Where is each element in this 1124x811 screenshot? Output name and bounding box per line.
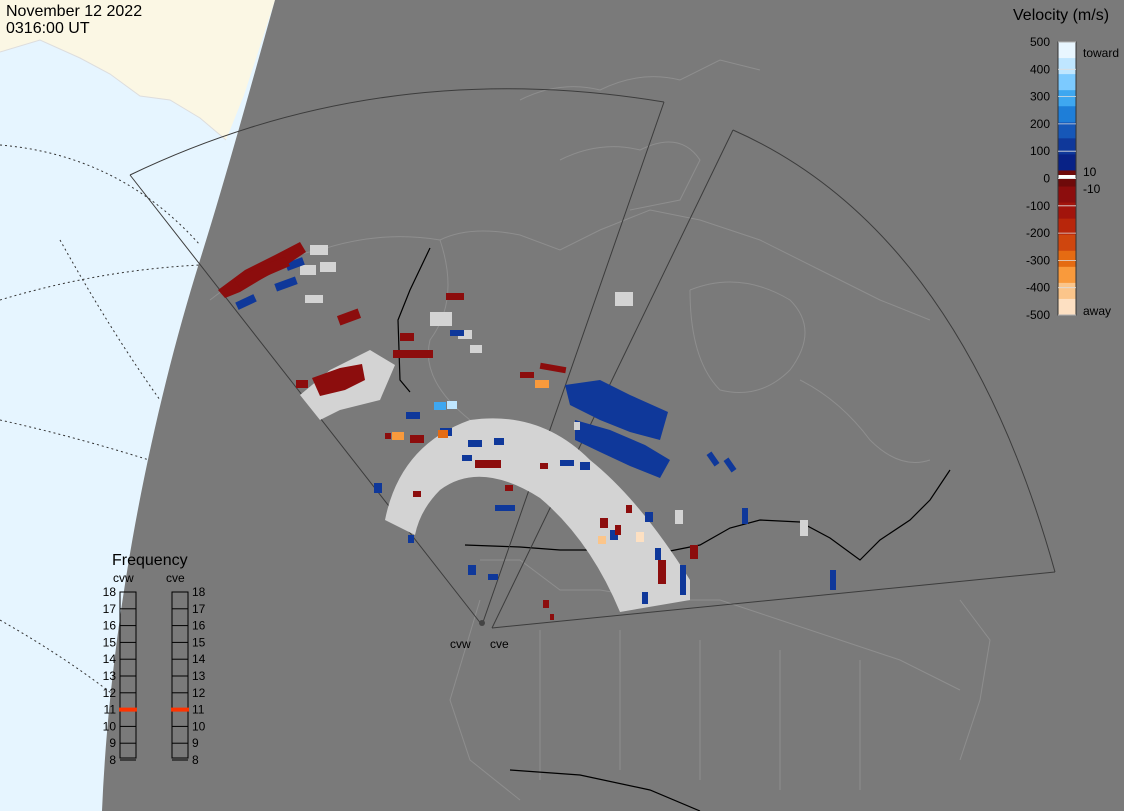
velocity-tick-label: -500	[1026, 308, 1050, 322]
radar-label-east: cve	[490, 637, 509, 651]
frequency-title: Frequency	[112, 552, 188, 569]
velocity-swatch	[1058, 74, 1076, 91]
frequency-radar-west: cvw	[113, 571, 134, 585]
velocity-swatch	[1058, 234, 1076, 252]
country-borders	[397, 247, 951, 811]
daylight-landmass	[0, 0, 275, 140]
radar-label-west: cvw	[450, 637, 471, 651]
frequency-tick-label: 13	[192, 669, 206, 683]
frequency-tick-label: 16	[103, 619, 117, 633]
coastline-siberia	[0, 39, 227, 141]
velocity-swatch	[1058, 218, 1076, 236]
velocity-swatch	[1058, 266, 1076, 284]
frequency-tick-label: 14	[103, 652, 117, 666]
frequency-panel: Frequency cvw cve 18 17 16 15 14 13 12 11 10 9 8 1…	[103, 552, 206, 767]
velocity-tick-label: 300	[1030, 90, 1050, 104]
frequency-gauge-west: 18 17 16 15 14 13 12 11 10 9 8	[103, 585, 137, 767]
label-away: away	[1083, 304, 1111, 318]
frequency-tick-label: 18	[192, 585, 206, 599]
velocity-tick-label: 0	[1043, 172, 1050, 186]
velocity-title: Velocity (m/s)	[1013, 7, 1109, 24]
frequency-tick-label: 12	[103, 686, 117, 700]
frequency-tick-label: 15	[192, 635, 206, 649]
frequency-tick-label: 18	[103, 585, 117, 599]
label-toward: toward	[1083, 46, 1119, 60]
frequency-tick-label: 16	[192, 619, 206, 633]
velocity-tick-label: 100	[1030, 144, 1050, 158]
velocity-tick-label: -100	[1026, 199, 1050, 213]
frequency-tick-label: 17	[103, 602, 117, 616]
graticule-dotted	[0, 144, 201, 701]
date-label: November 12 2022	[6, 3, 142, 20]
frequency-tick-label: 8	[192, 753, 199, 767]
frequency-tick-label: 14	[192, 652, 206, 666]
frequency-tick-label: 15	[103, 635, 117, 649]
frequency-marker	[119, 707, 137, 712]
velocity-swatch	[1058, 42, 1076, 59]
velocity-swatch	[1058, 298, 1076, 316]
velocity-swatch	[1058, 122, 1076, 139]
frequency-radar-east: cve	[166, 571, 185, 585]
frequency-gauge-east: 18 17 16 15 14 13 12 11 10 9 8	[171, 585, 206, 767]
frequency-tick-label: 10	[103, 719, 117, 733]
frequency-tick-label: 9	[109, 736, 116, 750]
velocity-swatch	[1058, 106, 1076, 123]
field-of-view	[129, 88, 1056, 629]
frequency-tick-label: 12	[192, 686, 206, 700]
velocity-swatch	[1058, 58, 1076, 75]
velocity-tick-label: -300	[1026, 253, 1050, 267]
scatter-away	[218, 242, 698, 620]
zero-band	[1058, 175, 1076, 179]
time-label: 0316:00 UT	[6, 20, 90, 37]
scatter-misc	[392, 380, 644, 544]
frequency-tick-label: 8	[109, 753, 116, 767]
frequency-tick-label: 11	[104, 703, 117, 717]
frequency-tick-label: 11	[192, 703, 205, 717]
velocity-color-swatches	[1058, 42, 1076, 316]
frequency-marker	[171, 707, 189, 712]
velocity-swatch	[1058, 250, 1076, 268]
velocity-ticks: 500 400 300 200 100 0 -100 -200 -300 -400 -500	[1026, 35, 1076, 322]
frequency-tick-label: 17	[192, 602, 206, 616]
threshold-positive-label: 10	[1083, 165, 1097, 179]
velocity-swatch	[1058, 282, 1076, 300]
velocity-swatch	[1058, 138, 1076, 155]
scatter-toward	[235, 257, 836, 604]
velocity-tick-label: 400	[1030, 62, 1050, 76]
velocity-tick-label: -200	[1026, 226, 1050, 240]
continent-outlines	[209, 59, 991, 801]
velocity-tick-label: 500	[1030, 35, 1050, 49]
velocity-swatch	[1058, 90, 1076, 107]
velocity-swatch	[1058, 186, 1076, 204]
velocity-colorbar: Velocity (m/s) 500 400 300 200 100 0 -100 -200 -…	[1013, 7, 1119, 322]
radar-site-marker	[479, 620, 485, 626]
velocity-swatch	[1058, 154, 1076, 171]
velocity-swatch	[1058, 202, 1076, 220]
threshold-negative-label: -10	[1083, 182, 1101, 196]
radar-sites: cvw cve	[450, 620, 509, 651]
frequency-tick-label: 9	[192, 736, 199, 750]
velocity-tick-label: 200	[1030, 117, 1050, 131]
frequency-tick-label: 10	[192, 719, 206, 733]
velocity-tick-label: -400	[1026, 281, 1050, 295]
frequency-tick-label: 13	[103, 669, 117, 683]
